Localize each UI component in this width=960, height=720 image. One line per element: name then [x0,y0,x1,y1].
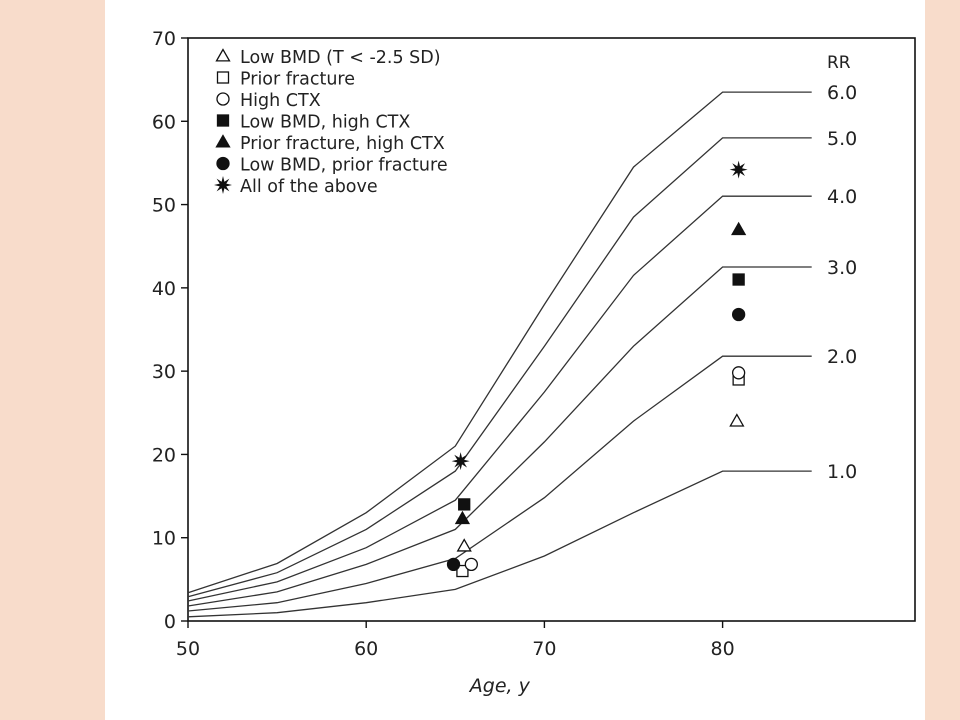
data-point-circle-open [731,366,746,380]
legend-marker [216,71,230,84]
data-point-triangle-open [729,413,745,427]
rr-curve-label: 5.0 [827,128,857,150]
x-tick-label: 60 [354,638,378,660]
data-point-square-filled [732,273,745,286]
rr-curve [187,266,812,607]
rr-curve [187,195,812,602]
x-tick-label: 80 [711,638,735,660]
plot-frame [187,37,916,622]
data-point-square-open [456,564,469,578]
rr-curve [187,137,812,598]
rr-curve [187,470,812,618]
legend-label: Prior fracture [240,70,355,90]
legend-marker [215,134,231,148]
rr-curve-label: 3.0 [827,257,857,279]
legend-label: Low BMD, prior fracture [240,156,448,176]
data-point-circle-open [464,557,478,572]
data-point-circle-filled [731,307,746,322]
rr-curve [187,355,812,612]
data-point-star [729,160,748,179]
data-point-star [451,452,470,471]
legend-label: Low BMD, high CTX [240,113,410,133]
legend-marker [216,156,230,171]
legend-marker [216,92,230,106]
legend-marker [215,48,231,62]
y-tick-label: 70 [152,28,176,50]
data-point-circle-filled [446,557,461,572]
y-tick-label: 30 [152,361,176,383]
data-point-triangle-open [456,538,472,552]
legend-marker [216,114,230,127]
data-point-square-filled [458,498,471,511]
x-axis-title: Age, y [468,675,531,697]
y-tick-label: 60 [152,111,176,133]
legend-marker [214,176,232,194]
data-point-triangle-filled [454,510,471,525]
x-tick-label: 70 [532,638,556,660]
y-tick-label: 20 [152,444,176,466]
legend-label: All of the above [240,177,378,197]
y-tick-label: 10 [152,528,176,550]
rr-curve [187,91,812,594]
rr-curve-label: 1.0 [827,461,857,483]
y-tick-label: 40 [152,278,176,300]
legend-label: Low BMD (T < -2.5 SD) [240,48,441,68]
rr-header: RR [827,53,851,73]
x-tick-label: 50 [176,638,200,660]
legend-label: High CTX [240,91,321,111]
rr-curve-label: 2.0 [827,346,857,368]
data-point-triangle-filled [731,221,747,236]
rr-curve-label: 6.0 [827,82,857,104]
rr-curve-label: 4.0 [827,186,857,208]
y-tick-label: 0 [164,611,176,633]
legend-label: Prior fracture, high CTX [240,134,445,154]
y-tick-label: 50 [152,195,176,217]
